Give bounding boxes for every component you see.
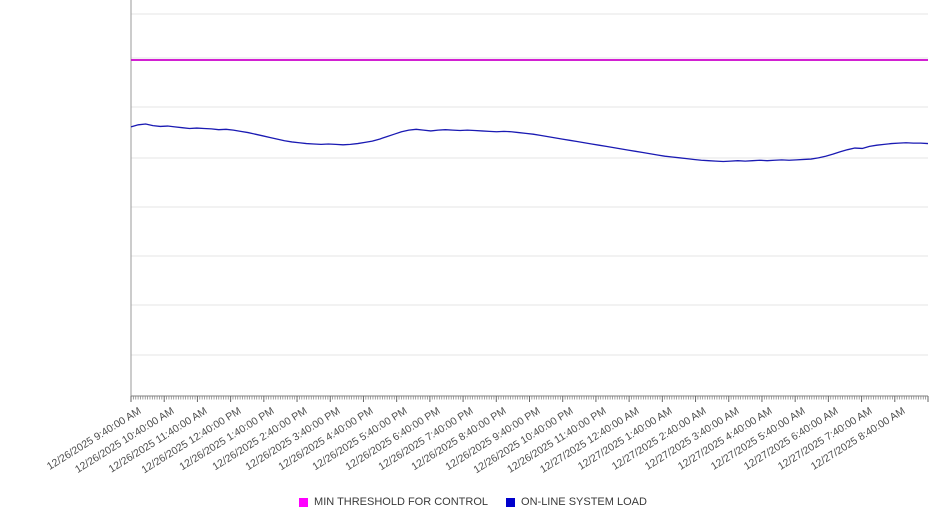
x-tick-label-3: 12/26/2025 12:40:00 PM [139,405,243,477]
legend-label: MIN THRESHOLD FOR CONTROL [314,496,489,508]
x-tick-label-0: 12/26/2025 9:40:00 AM [44,405,144,473]
x-tick-label-8: 12/26/2025 5:40:00 PM [310,405,410,474]
x-tick-label-16: 12/27/2025 1:40:00 AM [576,405,675,473]
x-tick-label-10: 12/26/2025 7:40:00 PM [376,405,476,474]
x-tick-label-12: 12/26/2025 9:40:00 PM [442,405,542,474]
x-tick-label-14: 12/26/2025 11:40:00 PM [505,405,609,476]
gridlines [131,13,928,356]
x-tick-label-6: 12/26/2025 3:40:00 PM [243,405,343,474]
legend-swatch-icon [299,497,309,507]
legend-label: ON-LINE SYSTEM LOAD [521,496,647,508]
x-tick-label-23: 12/27/2025 8:40:00 AM [808,405,908,473]
chart-plot-area [130,0,929,402]
x-tick-label-21: 12/27/2025 6:40:00 AM [742,405,841,473]
x-tick-label-11: 12/26/2025 8:40:00 PM [409,405,509,474]
chart-legend: MIN THRESHOLD FOR CONTROL ON-LINE SYSTEM … [0,496,946,508]
x-tick-label-1: 12/26/2025 10:40:00 AM [73,405,177,476]
x-tick-label-22: 12/27/2025 7:40:00 AM [775,405,874,473]
x-tick-label-2: 12/26/2025 11:40:00 AM [107,405,210,476]
x-tick-label-20: 12/27/2025 5:40:00 AM [709,405,808,473]
x-tick-label-7: 12/26/2025 4:40:00 PM [276,405,376,474]
legend-entry-1[interactable]: ON-LINE SYSTEM LOAD [506,496,647,508]
x-tick-label-4: 12/26/2025 1:40:00 PM [177,405,277,474]
legend-entry-0[interactable]: MIN THRESHOLD FOR CONTROL [299,496,488,508]
x-tick-label-13: 12/26/2025 10:40:00 PM [471,405,576,477]
x-tick-label-15: 12/27/2025 12:40:00 AM [538,405,642,476]
x-tick-label-19: 12/27/2025 4:40:00 AM [675,405,775,473]
series-on-line-system-load [130,123,929,163]
legend-swatch-icon [506,497,516,507]
x-tick-label-9: 12/26/2025 6:40:00 PM [343,405,443,474]
x-tick-label-5: 12/26/2025 2:40:00 PM [210,405,310,474]
x-tick-label-17: 12/27/2025 2:40:00 AM [609,405,708,473]
x-axis-ticks [130,396,929,402]
x-tick-label-18: 12/27/2025 3:40:00 AM [642,405,742,473]
